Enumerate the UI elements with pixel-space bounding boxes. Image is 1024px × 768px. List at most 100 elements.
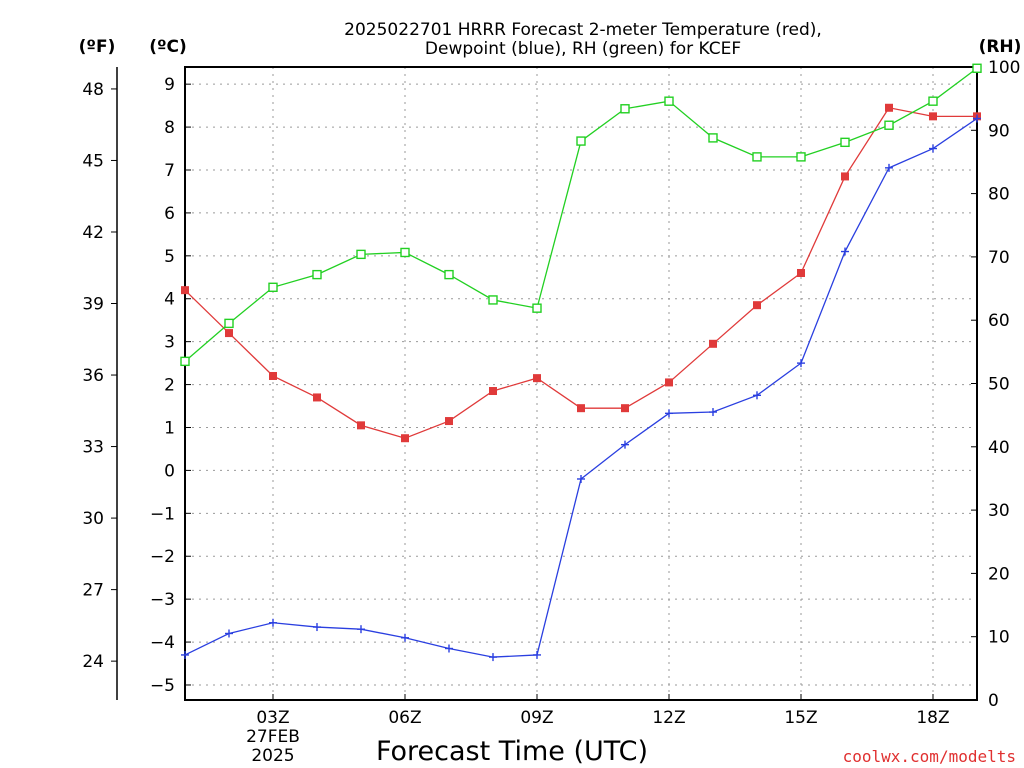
series-0-point — [797, 268, 805, 277]
celsius-tick-label: 5 — [164, 247, 175, 267]
series-0-point — [709, 339, 717, 348]
celsius-tick-label: −2 — [150, 547, 175, 567]
series-0-point — [489, 387, 497, 396]
x-tick-label: 15Z — [784, 708, 817, 728]
x-tick-label: 12Z — [652, 708, 685, 728]
series-2-point — [664, 96, 674, 106]
series-2-point — [928, 96, 938, 106]
series-2-point — [180, 356, 190, 367]
series-0-point — [181, 286, 189, 295]
celsius-tick-label: 2 — [164, 376, 175, 396]
series-1-point — [401, 633, 409, 642]
series-line-1 — [184, 117, 978, 658]
rh-tick-label: 90 — [988, 121, 1010, 141]
series-1-point — [753, 391, 761, 400]
series-1-point — [973, 114, 981, 123]
series-2-point — [576, 136, 586, 146]
celsius-tick-label: 3 — [164, 333, 175, 353]
series-2-point — [444, 269, 454, 280]
series-2-point — [268, 282, 278, 292]
series-1-point — [929, 144, 937, 153]
series-0-point — [621, 404, 629, 413]
series-2-point — [312, 269, 322, 280]
rh-tick-label: 60 — [988, 311, 1010, 331]
series-2-point — [400, 247, 410, 258]
rh-tick-label: 50 — [988, 375, 1010, 395]
series-0-point — [665, 378, 673, 387]
series-0-point — [225, 329, 233, 338]
celsius-tick-label: −5 — [150, 676, 175, 696]
x-axis-label: Forecast Time (UTC) — [376, 736, 648, 767]
series-2-point — [488, 295, 498, 305]
rh-tick-label: 10 — [988, 628, 1010, 648]
celsius-tick-label: −1 — [150, 504, 175, 524]
x-tick-label: 09Z — [520, 708, 553, 728]
series-1-point — [225, 629, 233, 638]
plot-frame — [184, 66, 978, 701]
series-1-point — [445, 644, 453, 653]
x-tick-label: 18Z — [916, 708, 949, 728]
rh-tick-label: 30 — [988, 501, 1010, 521]
series-1-point — [357, 625, 365, 634]
fahrenheit-tick-label: 36 — [82, 366, 104, 386]
series-0-point — [885, 103, 893, 112]
tick-labels: −5−4−3−2−1012345678924273033363942454801… — [82, 58, 1020, 766]
series-2-point — [840, 137, 850, 148]
rh-unit-label: (RH) — [979, 37, 1022, 57]
celsius-tick-label: 0 — [164, 461, 175, 481]
series-1-point — [665, 409, 673, 418]
credit-text: coolwx.com/modelts — [843, 747, 1016, 766]
fahrenheit-tick-label: 27 — [82, 581, 104, 601]
x-tick-sublabel: 2025 — [251, 746, 294, 766]
series-2-point — [884, 120, 894, 130]
series-2-point — [708, 133, 718, 143]
fahrenheit-tick-label: 24 — [82, 652, 104, 672]
celsius-tick-label: 7 — [164, 161, 175, 181]
grid-lines — [185, 67, 977, 700]
series-1-point — [885, 163, 893, 172]
series-2-point — [752, 152, 762, 162]
series-0-point — [269, 371, 277, 380]
celsius-tick-label: −4 — [150, 633, 175, 653]
fahrenheit-tick-label: 30 — [82, 509, 104, 529]
series-0-point — [533, 374, 541, 383]
series-2-point — [356, 249, 366, 260]
celsius-tick-label: −3 — [150, 590, 175, 610]
celsius-tick-label: 6 — [164, 204, 175, 224]
series-1-point — [621, 440, 629, 449]
series-line-2 — [184, 67, 978, 362]
rh-tick-label: 100 — [988, 58, 1020, 78]
fahrenheit-unit-label: (ºF) — [79, 37, 116, 57]
celsius-unit-label: (ºC) — [149, 37, 187, 57]
fahrenheit-tick-label: 45 — [82, 151, 104, 171]
series-2-point — [972, 63, 982, 73]
chart-title-line1: 2025022701 HRRR Forecast 2-meter Tempera… — [344, 20, 822, 40]
x-tick-label: 03Z — [256, 708, 289, 728]
series-2-point — [532, 303, 542, 313]
x-tick-sublabel: 27FEB — [246, 727, 300, 747]
rh-tick-label: 80 — [988, 185, 1010, 205]
fahrenheit-tick-label: 33 — [82, 438, 104, 458]
rh-tick-label: 40 — [988, 438, 1010, 458]
rh-tick-label: 20 — [988, 564, 1010, 584]
series-0-point — [357, 421, 365, 430]
series-1-point — [577, 474, 585, 483]
series-1-point — [269, 618, 277, 627]
series-0-point — [445, 417, 453, 426]
celsius-tick-label: 8 — [164, 118, 175, 138]
series-2-point — [620, 104, 630, 114]
x-tick-label: 06Z — [388, 708, 421, 728]
axes — [111, 66, 978, 701]
celsius-tick-label: 4 — [164, 290, 175, 310]
series-0-point — [401, 434, 409, 443]
series-0-point — [577, 404, 585, 413]
series-1-point — [533, 650, 541, 659]
series-2-point — [224, 318, 234, 329]
series-0-point — [841, 172, 849, 181]
series-layer — [180, 63, 982, 662]
series-1-point — [709, 408, 717, 417]
series-1-point — [313, 623, 321, 632]
rh-tick-label: 0 — [988, 691, 999, 711]
chart-title-line2: Dewpoint (blue), RH (green) for KCEF — [425, 39, 741, 59]
